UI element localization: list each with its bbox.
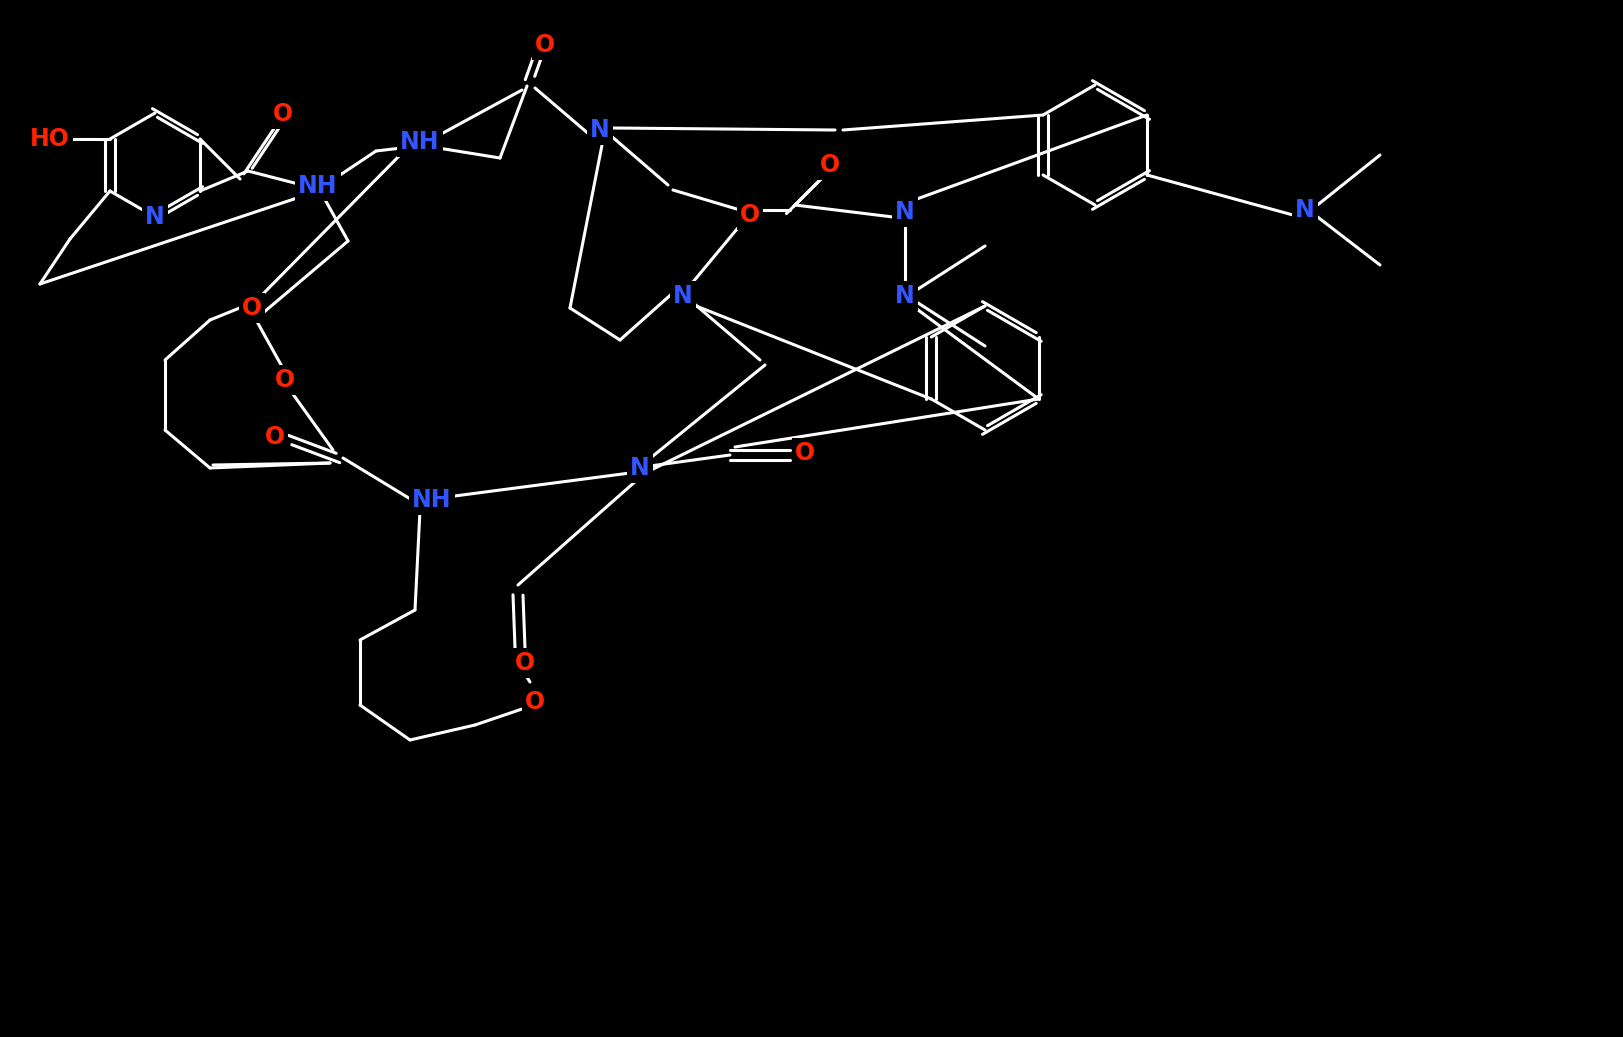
Text: O: O: [265, 425, 286, 449]
Text: O: O: [242, 296, 261, 320]
Text: O: O: [534, 33, 555, 57]
Text: N: N: [894, 284, 914, 308]
Text: O: O: [273, 102, 292, 127]
Text: N: N: [1294, 198, 1315, 222]
Text: O: O: [820, 153, 839, 177]
Text: O: O: [524, 690, 545, 714]
Text: N: N: [589, 118, 610, 142]
Text: N: N: [894, 200, 914, 224]
Text: O: O: [514, 651, 534, 675]
Text: N: N: [672, 284, 693, 308]
Text: O: O: [740, 203, 760, 227]
Text: NH: NH: [299, 174, 338, 198]
Text: N: N: [630, 456, 649, 480]
Text: NH: NH: [399, 130, 440, 155]
Text: O: O: [794, 441, 815, 465]
Text: HO: HO: [29, 127, 70, 151]
Text: O: O: [274, 368, 295, 392]
Text: N: N: [144, 205, 166, 229]
Text: NH: NH: [412, 488, 451, 512]
